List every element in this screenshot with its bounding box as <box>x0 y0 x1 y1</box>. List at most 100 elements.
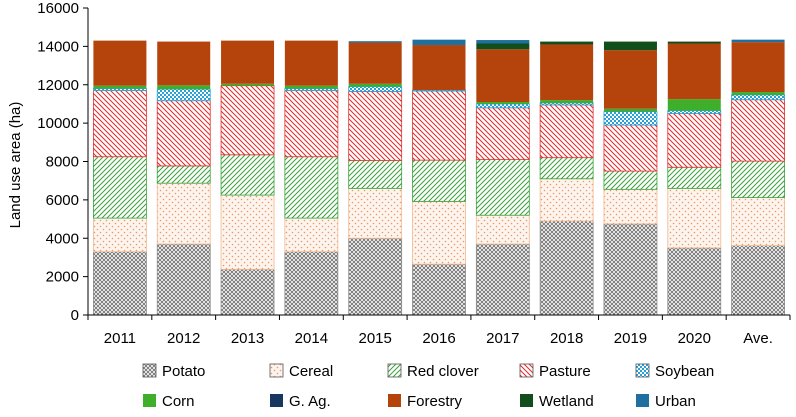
bar-segment-corn-ave <box>731 92 785 95</box>
x-tick-label: 2012 <box>167 330 200 347</box>
legend-item-forestry: Forestry <box>388 393 463 410</box>
bar-segment-corn-2013 <box>221 83 275 86</box>
legend-swatch-cereal <box>269 363 284 378</box>
legend-item-potato: Potato <box>142 363 205 380</box>
bar-segment-red-clover-2020 <box>667 166 722 189</box>
legend-item-wetland: Wetland <box>520 393 594 410</box>
bar-segment-forestry-2011 <box>93 40 147 86</box>
bar-segment-wetland-2018 <box>540 41 594 45</box>
bar-segment-potato-2018 <box>539 220 594 316</box>
bar-segment-corn-2015 <box>348 83 402 87</box>
legend-swatch-red-clover <box>387 363 402 378</box>
y-tick-label: 12000 <box>37 77 79 94</box>
bar-segment-corn-2020 <box>667 99 721 111</box>
legend-swatch-corn <box>143 394 156 407</box>
bar-segment-soybean-2012 <box>156 88 211 102</box>
bar-segment-pasture-2017 <box>475 107 530 160</box>
bar-segment-wetland-2019 <box>603 41 657 51</box>
legend-label-forestry: Forestry <box>407 393 463 410</box>
bar-segment-potato-2016 <box>412 263 466 316</box>
bar-segment-forestry-2017 <box>476 49 530 103</box>
bar-segment-potato-2011 <box>93 251 147 316</box>
y-tick-label: 2000 <box>46 269 79 286</box>
bar-segment-red-clover-2011 <box>93 156 147 219</box>
legend-label-wetland: Wetland <box>539 393 594 410</box>
y-axis-label: Land use area (ha) <box>7 102 24 229</box>
bar-segment-forestry-2015 <box>348 42 402 84</box>
bar-segment-cereal-2012 <box>156 182 211 245</box>
legend-label-red-clover: Red clover <box>407 363 479 380</box>
bar-segment-red-clover-2012 <box>156 165 211 184</box>
bar-stack-2018 <box>539 41 594 316</box>
plot-area <box>93 39 785 316</box>
bar-segment-red-clover-2019 <box>603 170 658 190</box>
legend-label-pasture: Pasture <box>539 363 591 380</box>
legend-item-g-ag: G. Ag. <box>270 393 331 410</box>
legend-item-corn: Corn <box>143 393 195 410</box>
legend-swatch-forestry <box>388 394 401 407</box>
bar-segment-forestry-2019 <box>603 50 657 109</box>
legend-swatch-g-ag <box>270 394 283 407</box>
legend-label-corn: Corn <box>162 393 195 410</box>
legend-item-soybean: Soybean <box>635 363 714 380</box>
bar-segment-cereal-2016 <box>412 201 466 265</box>
bar-segment-soybean-2018 <box>539 102 594 106</box>
bar-segment-cereal-2011 <box>93 217 147 253</box>
legend: Potato Cereal Red clover Pasture Soybean Corn… <box>142 363 714 410</box>
bar-segment-soybean-2020 <box>667 110 722 114</box>
legend-item-urban: Urban <box>636 393 696 410</box>
bar-segment-urban-ave <box>731 39 785 43</box>
bar-segment-pasture-2018 <box>539 104 594 159</box>
y-tick-label: 4000 <box>46 230 79 247</box>
bar-segment-pasture-2016 <box>412 90 466 161</box>
x-tick-label: 2019 <box>614 330 647 347</box>
x-tick-label: 2011 <box>104 330 136 347</box>
bar-stack-Ave. <box>731 39 785 316</box>
legend-swatch-urban <box>636 394 649 407</box>
bar-segment-forestry-2016 <box>412 45 466 91</box>
bar-segment-soybean-2014 <box>284 88 339 91</box>
bar-segment-pasture-2011 <box>93 90 147 158</box>
bar-segment-cereal-2014 <box>284 217 339 253</box>
bar-segment-cereal-2020 <box>667 187 722 249</box>
bar-segment-corn-2012 <box>157 85 211 90</box>
bar-segment-pasture-2019 <box>603 124 658 172</box>
bar-stack-2011 <box>93 40 147 316</box>
legend-swatch-potato <box>142 363 157 378</box>
legend-item-red-clover: Red clover <box>387 363 479 380</box>
bar-segment-cereal-ave <box>731 197 785 246</box>
legend-label-cereal: Cereal <box>289 363 333 380</box>
bar-segment-forestry-ave <box>731 42 785 93</box>
legend-swatch-soybean <box>635 363 650 378</box>
bar-stack-2020 <box>667 41 722 316</box>
bar-segment-urban-2015 <box>348 41 402 43</box>
bar-segment-corn-2011 <box>93 85 147 89</box>
y-axis: 0 2000 4000 6000 8000 10000 12000 14000 16000 <box>37 0 89 324</box>
bar-segment-red-clover-2014 <box>284 156 339 219</box>
bar-segment-red-clover-2017 <box>475 159 530 216</box>
legend-label-g-ag: G. Ag. <box>289 393 331 410</box>
bar-segment-corn-2019 <box>603 108 657 112</box>
x-tick-label: 2014 <box>295 330 328 347</box>
bar-segment-urban-2017 <box>476 40 530 44</box>
bar-segment-wetland-2020 <box>667 41 721 44</box>
bar-segment-soybean-2019 <box>603 111 658 126</box>
bar-segment-corn-2014 <box>284 85 338 89</box>
y-tick-label: 8000 <box>46 154 79 171</box>
bar-segment-red-clover-ave <box>731 160 785 198</box>
bar-segment-red-clover-2013 <box>220 154 275 196</box>
bar-segment-pasture-2015 <box>348 91 403 161</box>
x-tick-label: Ave. <box>743 330 773 347</box>
bar-segment-cereal-2013 <box>220 194 275 270</box>
y-tick-label: 0 <box>71 307 79 324</box>
bar-stack-2012 <box>156 41 211 316</box>
bar-segment-wetland-2017 <box>476 43 530 50</box>
bar-segment-soybean-2017 <box>475 103 530 109</box>
bar-segment-forestry-2020 <box>667 43 721 100</box>
bar-segment-red-clover-2015 <box>348 160 403 189</box>
y-tick-label: 14000 <box>37 38 79 55</box>
bar-segment-pasture-2013 <box>220 85 275 156</box>
bar-segment-potato-2012 <box>156 243 211 316</box>
bar-stack-2017 <box>475 40 530 316</box>
